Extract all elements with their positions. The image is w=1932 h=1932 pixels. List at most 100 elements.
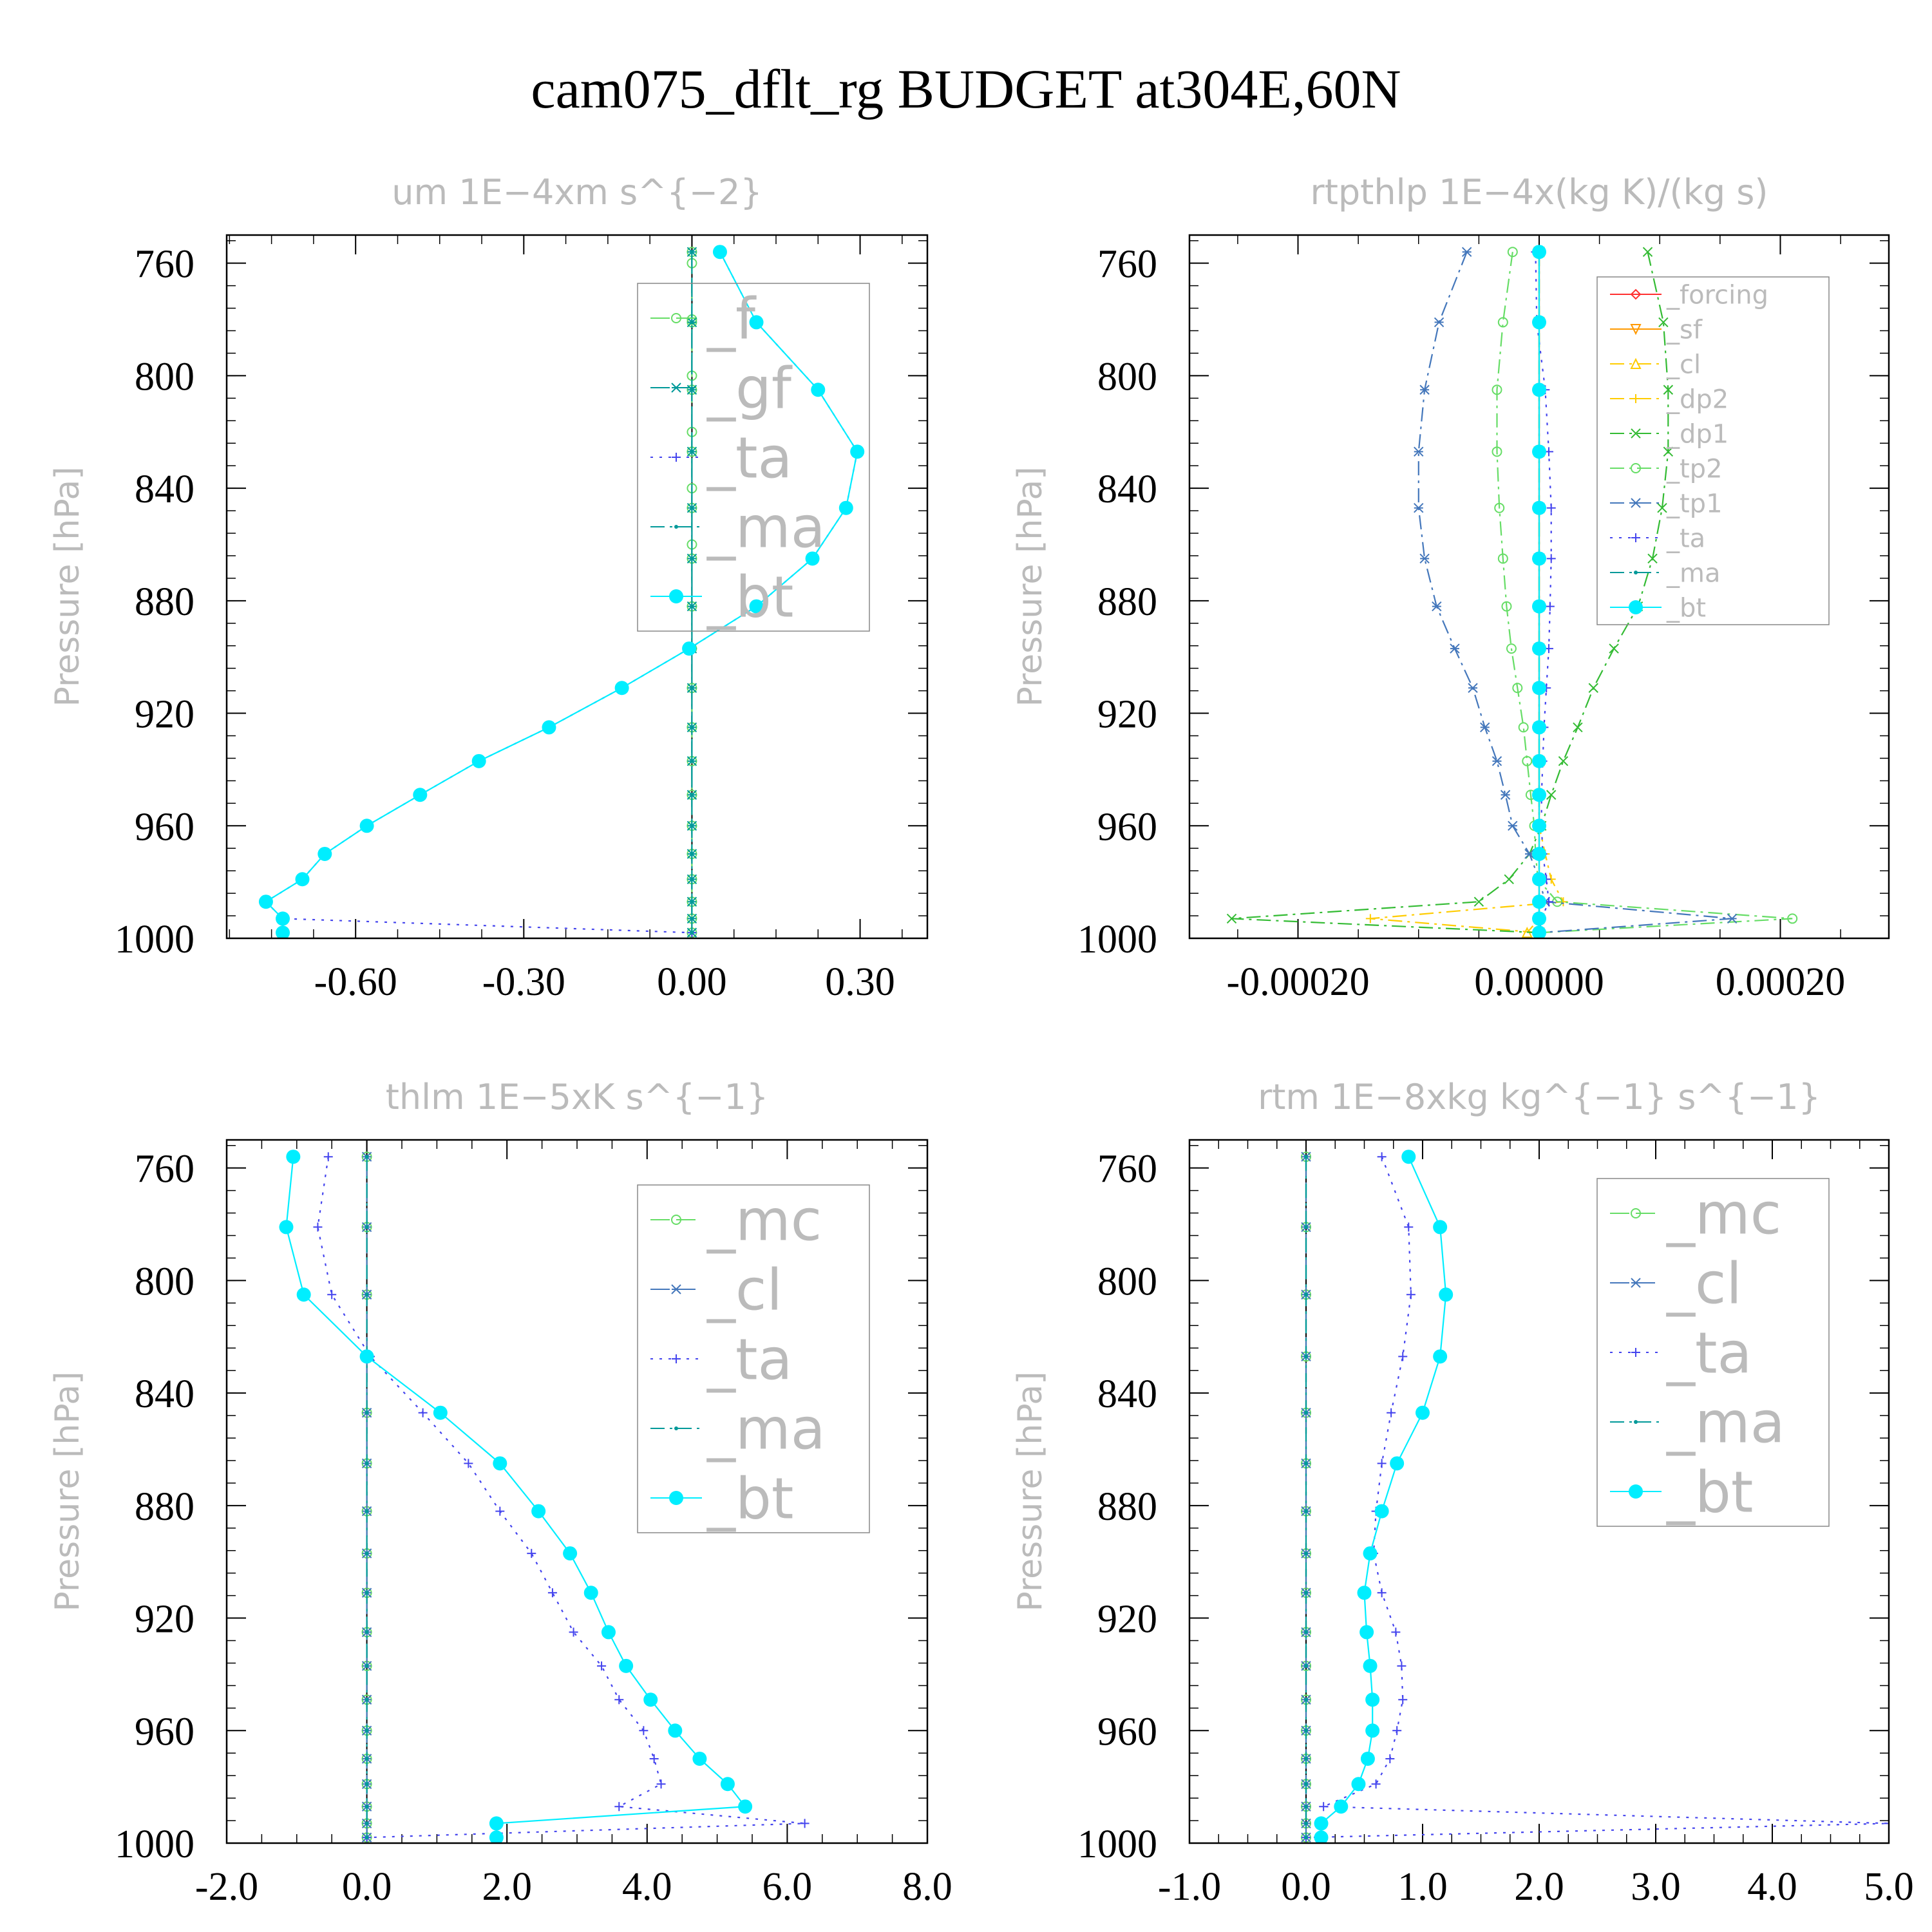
data-point <box>1532 383 1546 397</box>
legend-item: _cl <box>650 1257 782 1323</box>
data-point <box>1532 245 1546 260</box>
data-point <box>1532 753 1546 768</box>
data-point <box>1546 554 1556 564</box>
legend-item: _mc <box>1610 1181 1781 1247</box>
data-point <box>1532 788 1546 802</box>
data-point <box>690 793 694 797</box>
x-tick-label: -0.60 <box>314 960 397 1004</box>
data-point <box>1404 1222 1414 1232</box>
data-point <box>413 788 428 802</box>
data-point <box>1658 317 1669 328</box>
data-point <box>692 1751 707 1766</box>
legend-label: _ma <box>1666 558 1720 588</box>
panel-rtpthlp: rtpthlp 1E−4x(kg K)/(kg s) Pressure [hPa]… <box>1011 172 1890 1004</box>
data-point <box>1532 599 1546 614</box>
data-point <box>1304 1225 1308 1229</box>
y-tick-label: 840 <box>1097 1372 1157 1416</box>
data-point <box>1304 1804 1308 1809</box>
data-point <box>365 1225 369 1229</box>
legend-label: _f <box>706 286 757 352</box>
data-point <box>365 1804 369 1809</box>
data-point <box>1304 1630 1308 1634</box>
y-tick-label: 960 <box>1097 1710 1157 1754</box>
data-point <box>313 1222 323 1232</box>
y-tick-label: 960 <box>1097 805 1157 849</box>
data-point <box>690 851 694 856</box>
data-point <box>690 759 694 763</box>
data-point <box>1385 1754 1395 1763</box>
data-point <box>1226 913 1237 924</box>
data-point <box>365 1410 369 1415</box>
data-point <box>1494 502 1505 513</box>
data-point <box>720 1777 735 1792</box>
series-ta <box>1531 247 1556 938</box>
series-dp1 <box>1226 247 1674 938</box>
legend-label: _bt <box>706 564 793 630</box>
data-point <box>493 1456 507 1471</box>
data-point <box>1609 643 1619 654</box>
legend-marker <box>671 1284 681 1294</box>
data-point <box>1439 1287 1454 1302</box>
legend-item: _ta <box>650 1327 792 1393</box>
y-tick-label: 1000 <box>115 1823 194 1866</box>
data-point <box>1304 1551 1308 1556</box>
legend-item: _tp1 <box>1610 489 1723 518</box>
data-point <box>690 686 694 690</box>
x-tick-label: 8.0 <box>902 1865 952 1909</box>
data-point <box>690 931 694 935</box>
data-point <box>1532 819 1546 833</box>
legend-marker <box>674 1426 678 1430</box>
data-point <box>805 551 820 566</box>
data-point <box>1359 1625 1374 1640</box>
data-point <box>619 1658 634 1673</box>
minor-ticks <box>1189 1140 1889 1844</box>
data-point <box>365 1461 369 1466</box>
data-point <box>1663 446 1674 457</box>
panel-thlm: thlm 1E−5xK s^{−1} Pressure [hPa] 760 800 84… <box>48 1077 952 1909</box>
plot-area <box>258 245 865 938</box>
legend-marker <box>1631 533 1640 542</box>
data-point <box>286 1150 301 1164</box>
data-point <box>365 1591 369 1595</box>
data-point <box>1319 1802 1329 1812</box>
data-point <box>1450 643 1460 654</box>
data-point <box>1657 502 1667 513</box>
data-point <box>1647 553 1658 564</box>
page-title: cam075_dflt_rg BUDGET at304E,60N <box>531 58 1401 120</box>
legend-item: _gf <box>650 355 793 422</box>
data-point <box>601 1625 616 1640</box>
series-ma <box>690 250 694 935</box>
data-point <box>365 1155 369 1159</box>
data-point <box>569 1627 578 1637</box>
data-point <box>690 900 694 904</box>
data-point <box>1532 444 1546 459</box>
y-tick-label: 880 <box>1097 580 1157 624</box>
panel-title: um 1E−4xm s^{−2} <box>392 172 762 213</box>
legend-item: _dp1 <box>1610 419 1728 449</box>
x-tick-label: 2.0 <box>1514 1865 1564 1909</box>
data-point <box>359 819 374 833</box>
legend-item: _bt <box>1610 1459 1753 1526</box>
data-point <box>1532 500 1546 515</box>
y-axis-label: Pressure [hPa] <box>1011 1372 1050 1612</box>
legend-marker <box>1634 1420 1638 1424</box>
data-point <box>1433 1349 1448 1364</box>
data-point <box>1532 895 1546 909</box>
y-tick-label: 880 <box>135 1485 194 1529</box>
y-axis-label: Pressure [hPa] <box>1011 467 1050 707</box>
data-point <box>690 824 694 828</box>
data-point <box>365 1630 369 1634</box>
data-point <box>811 383 826 397</box>
data-point <box>1365 1723 1380 1738</box>
data-point <box>1304 1461 1308 1466</box>
legend-label: _mc <box>1666 1181 1781 1247</box>
legend-item: _ma <box>650 1396 826 1463</box>
data-point <box>1314 1830 1329 1843</box>
data-point <box>1884 1819 1889 1828</box>
data-point <box>690 604 694 609</box>
series-line <box>265 251 858 933</box>
legend-label: _forcing <box>1666 280 1768 310</box>
data-point <box>690 388 694 392</box>
legend-label: _ta <box>1666 524 1705 553</box>
